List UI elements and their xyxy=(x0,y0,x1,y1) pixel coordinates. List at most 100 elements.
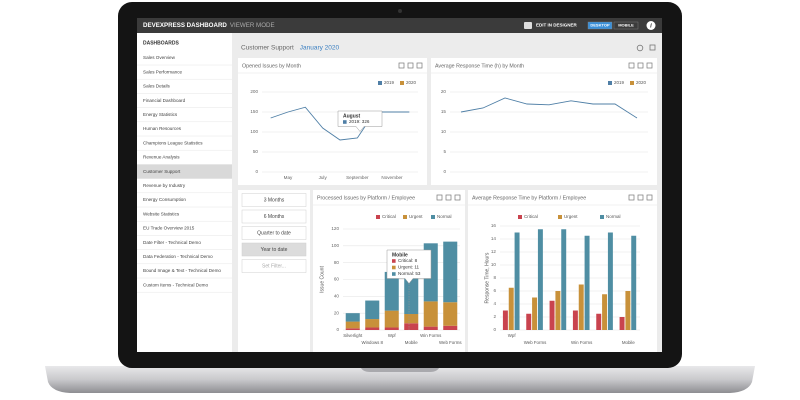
sidebar-item[interactable]: Bound Image & Text - Technical Demo xyxy=(143,268,221,273)
bar xyxy=(572,310,578,330)
sidebar-item[interactable]: Champions League Statistics xyxy=(143,140,203,145)
filter-button xyxy=(241,259,307,273)
y-tick-label: 4 xyxy=(493,301,496,306)
y-tick-label: 0 xyxy=(336,327,339,332)
y-tick-label: 14 xyxy=(491,236,497,241)
filter-button[interactable] xyxy=(241,193,307,207)
panel-icon[interactable] xyxy=(454,194,461,201)
y-tick-label: 60 xyxy=(334,277,340,282)
legend-label: 2020 xyxy=(636,80,647,85)
bar xyxy=(584,235,590,330)
chart-title: Opened Issues by Month xyxy=(242,63,301,69)
legend-label: 2019 xyxy=(384,80,395,85)
sidebar-item[interactable]: Custom Items - Technical Demo xyxy=(143,282,208,287)
filter-button[interactable] xyxy=(241,209,307,224)
bar xyxy=(602,294,608,330)
bar-segment xyxy=(423,301,438,327)
bar xyxy=(607,232,613,330)
sidebar-item[interactable]: Sales Details xyxy=(143,84,171,89)
panel-icon[interactable] xyxy=(416,62,423,69)
legend-swatch xyxy=(518,215,522,219)
sidebar-item[interactable]: Website Statistics xyxy=(143,211,180,216)
bar xyxy=(526,313,532,330)
sidebar-item[interactable]: Revenue by Industry xyxy=(143,183,186,188)
panel-icon[interactable] xyxy=(646,194,653,201)
panel xyxy=(238,58,427,185)
toggle-button[interactable] xyxy=(587,21,613,30)
dashboard-period: January 2020 xyxy=(300,45,340,52)
line-series xyxy=(460,97,638,119)
panel-icon[interactable] xyxy=(398,62,405,69)
y-tick-label: 20 xyxy=(441,89,447,94)
legend-label: Critical xyxy=(382,214,396,219)
bar-segment xyxy=(443,325,458,330)
sidebar-item[interactable]: Sales Performance xyxy=(143,69,183,74)
sidebar-item[interactable]: Financial Dashboard xyxy=(143,98,186,103)
legend-swatch xyxy=(600,215,604,219)
filter-button[interactable] xyxy=(241,242,307,257)
legend-swatch xyxy=(558,215,562,219)
panel-icon[interactable] xyxy=(628,194,635,201)
app-title: DEVEXPRESS DASHBOARD xyxy=(143,22,227,29)
x-tick-label: Mobile xyxy=(622,340,635,345)
sidebar-item[interactable]: Energy Statistics xyxy=(143,112,178,117)
panel-icon[interactable] xyxy=(445,194,452,201)
sidebar-item[interactable]: Energy Consumption xyxy=(143,197,186,202)
y-tick-label: 50 xyxy=(253,149,259,154)
info-icon[interactable] xyxy=(646,21,656,30)
app-mode: VIEWER MODE xyxy=(230,22,275,29)
panel-icon[interactable] xyxy=(407,62,414,69)
export-icon[interactable] xyxy=(649,44,656,51)
y-axis-label: Issue Count xyxy=(319,266,325,293)
legend-swatch xyxy=(403,215,407,219)
sidebar-item[interactable]: Human Resources xyxy=(143,126,182,131)
panel-icon[interactable] xyxy=(646,62,653,69)
sidebar-item[interactable]: Date Filter - Technical Demo xyxy=(143,240,201,245)
bar-segment xyxy=(443,241,458,303)
legend-label: Urgent xyxy=(409,214,423,219)
sidebar-item[interactable]: Customer Support xyxy=(143,169,181,174)
filter-label: Quarter to date xyxy=(257,230,291,236)
panel-icon[interactable] xyxy=(436,194,443,201)
bar-segment xyxy=(384,327,399,330)
x-tick-label: Web Forms xyxy=(439,340,462,345)
x-tick-label: Win Forms xyxy=(571,340,593,345)
legend-swatch xyxy=(630,81,634,85)
theme-icon[interactable] xyxy=(636,44,644,52)
filter-button[interactable] xyxy=(241,226,307,240)
y-tick-label: 6 xyxy=(493,288,496,293)
panel-icon[interactable] xyxy=(637,62,644,69)
info-glyph: i xyxy=(650,23,652,29)
bar xyxy=(514,232,520,330)
y-axis-label: Response Time, Hours xyxy=(484,252,490,303)
tooltip-line: Urgent: 11 xyxy=(398,265,420,270)
tooltip-swatch xyxy=(343,120,347,124)
toggle-label: MOBILE xyxy=(618,23,634,28)
chart-title: Processed Issues by Platform / Employee xyxy=(317,195,415,201)
bar xyxy=(532,297,538,330)
sidebar-title: DASHBOARDS xyxy=(143,40,180,46)
legend-swatch xyxy=(376,215,380,219)
bar-segment xyxy=(365,319,380,328)
panel-icon[interactable] xyxy=(637,194,644,201)
sidebar-item[interactable]: EU Trade Overview 2015 xyxy=(143,226,195,231)
bar-segment xyxy=(345,313,360,322)
toggle-button[interactable] xyxy=(613,21,639,30)
panel-icon[interactable] xyxy=(628,62,635,69)
sidebar-item[interactable]: Sales Overview xyxy=(143,55,176,60)
sidebar-item[interactable]: Data Federation - Technical Demo xyxy=(143,254,213,259)
edit-designer[interactable]: EDIT IN DESIGNER xyxy=(536,23,578,28)
y-tick-label: 16 xyxy=(491,223,497,228)
top-bar xyxy=(137,18,662,33)
y-tick-label: 20 xyxy=(334,310,340,315)
bar-segment xyxy=(404,323,419,330)
selected-item xyxy=(137,164,232,179)
filter-label: Year to date xyxy=(261,247,288,253)
x-tick-label: September xyxy=(346,175,369,180)
bar xyxy=(537,229,543,330)
sidebar-item[interactable]: Revenue Analysis xyxy=(143,155,180,160)
bar xyxy=(578,284,584,330)
legend-label: 2019 xyxy=(614,80,625,85)
laptop-base xyxy=(45,366,755,393)
x-tick-label: Mobile xyxy=(405,340,418,345)
